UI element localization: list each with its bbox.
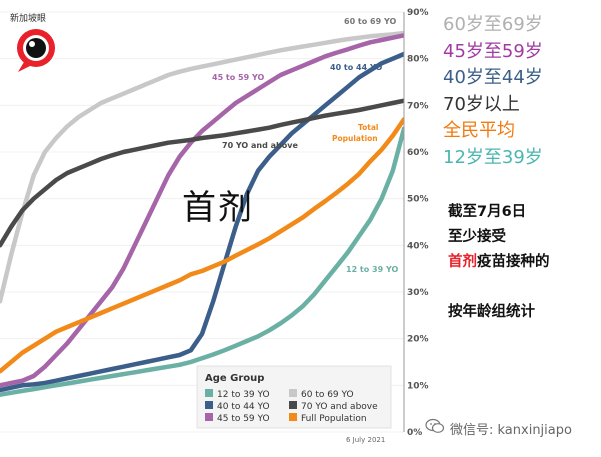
legend-label-sfull: Full Population: [301, 414, 367, 424]
logo-text: 新加坡眼: [10, 12, 46, 24]
y-tick-label: 20%: [407, 335, 429, 345]
y-tick-label: 60%: [407, 148, 429, 158]
wechat-watermark: 微信号: kanxinjiapo: [425, 418, 572, 438]
legend-label-s60: 60 to 69 YO: [301, 390, 354, 400]
series-line-s70: [0, 98, 404, 248]
legend-swatch-s12: [205, 389, 213, 397]
chinese-legend: 60岁至69岁 45岁至59岁 40岁至44岁 70岁以上 全民平均 12岁至3…: [443, 12, 543, 171]
y-tick-label: 80%: [407, 55, 429, 65]
series-line-s40: [0, 51, 404, 393]
cn-legend-item-60-69: 60岁至69岁: [443, 14, 543, 35]
y-tick-label: 0%: [407, 428, 422, 438]
label-total-2: Population: [332, 134, 378, 143]
label-total-1: Total: [358, 123, 379, 132]
wechat-icon: [425, 418, 445, 438]
cn-legend-item-12-39: 12岁至39岁: [443, 146, 543, 168]
label-45-59: 45 to 59 YO: [212, 73, 264, 82]
legend-swatch-sfull: [289, 413, 297, 421]
series-line-s60: [0, 30, 404, 304]
y-tick-label: 10%: [407, 381, 429, 391]
legend-label-s40: 40 to 44 YO: [217, 402, 270, 412]
legend-swatch-s40: [205, 401, 213, 409]
caption-line-2: 至少接受: [448, 229, 506, 245]
y-tick-label: 30%: [407, 288, 429, 298]
legend-box: Age Group 12 to 39 YO 60 to 69 YO 40 to 44…: [196, 365, 392, 429]
caption-block: 截至7月6日 至少接受 首剂疫苗接种的 按年龄组统计: [448, 200, 550, 325]
cn-legend-item-70-above: 70岁以上: [443, 93, 520, 115]
date-label: 6 July 2021: [346, 436, 386, 444]
caption-line-4: 按年龄组统计: [448, 304, 535, 320]
series-line-s45: [0, 33, 404, 388]
caption-line-3-rest: 疫苗接种的: [477, 254, 550, 270]
legend-label-s70: 70 YO and above: [301, 402, 378, 412]
legend-label-s45: 45 to 59 YO: [217, 414, 270, 424]
cn-legend-item-total: 全民平均: [443, 120, 515, 141]
label-40-44: 40 to 44 YO: [330, 63, 382, 72]
y-tick-label: 90%: [407, 8, 429, 18]
series-line-s12: [0, 126, 404, 397]
y-axis-ticks: 0% 10% 20% 30% 40% 50% 60% 70% 80% 90%: [407, 8, 429, 438]
caption-first-dose: 首剂: [448, 254, 477, 270]
y-tick-label: 40%: [407, 241, 429, 251]
y-tick-label: 70%: [407, 101, 429, 111]
legend-swatch-s45: [205, 413, 213, 421]
legend-label-s12: 12 to 39 YO: [217, 390, 270, 400]
legend-swatch-s70: [289, 401, 297, 409]
caption-line-3: 首剂疫苗接种的: [448, 250, 550, 275]
legend-swatch-s60: [289, 389, 297, 397]
wechat-id: 微信号: kanxinjiapo: [450, 422, 572, 438]
caption-line-1: 截至7月6日: [448, 204, 527, 220]
sgeye-logo: 新加坡眼: [8, 10, 68, 74]
series-line-sfull: [0, 117, 404, 374]
label-60-69: 60 to 69 YO: [344, 17, 396, 26]
label-70-above: 70 YO and above: [222, 141, 298, 150]
series-lines: [0, 30, 404, 397]
label-12-39: 12 to 39 YO: [346, 265, 398, 274]
legend-title: Age Group: [205, 373, 264, 384]
cn-legend-item-40-44: 40岁至44岁: [443, 67, 543, 88]
cn-legend-item-45-59: 45岁至59岁: [443, 40, 543, 62]
y-tick-label: 50%: [407, 195, 429, 205]
first-dose-label: 首剂: [182, 188, 254, 228]
